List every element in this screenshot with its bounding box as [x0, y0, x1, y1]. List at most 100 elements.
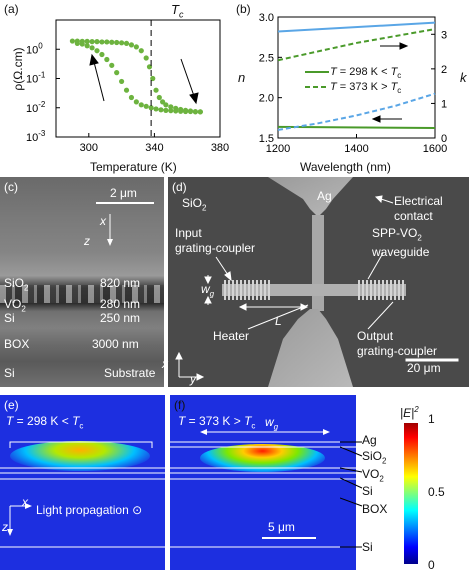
panel-b-ytick-left-label: 2.5: [259, 52, 274, 64]
panel-a-ytick-label: 10-2: [26, 100, 46, 115]
panel-d-length-label: L: [275, 314, 282, 328]
panel-f-layer-sio2: SiO2: [362, 449, 387, 466]
panel-f-layer-box: BOX: [362, 502, 388, 516]
panel-c-thickness-4: 3000 nm: [92, 337, 139, 351]
panel-a-data-point: [99, 39, 105, 45]
panel-b-ylabel-right: k: [460, 70, 467, 85]
panel-d-waveguide-label: SPP-VO2 waveguide: [372, 226, 430, 260]
panel-d-grating-tooth: [382, 280, 384, 300]
panel-b-ylabel-left: n: [238, 70, 246, 85]
panel-d-grating-tooth: [268, 280, 270, 300]
panel-d-grating-tooth: [370, 280, 372, 300]
panel-a-data-point: [143, 55, 149, 61]
panel-d-grating-tooth: [244, 280, 246, 300]
panel-b-series-line: [277, 21, 436, 33]
panel-b-series-line: [277, 28, 436, 62]
panel-a-data-point: [168, 104, 174, 110]
panel-f-title: T = 373 K > Tc: [178, 414, 256, 431]
panel-e-axis-x: x: [22, 495, 28, 509]
panel-b-ytick-right-label: 1: [441, 98, 447, 110]
panel-d-sem-image: [168, 177, 469, 387]
panel-a-data-point: [104, 56, 110, 63]
panel-c-letter: (c): [4, 180, 18, 194]
panel-a-ytick-label: 100: [26, 41, 43, 56]
panel-a-data-point: [138, 48, 144, 54]
panel-a-xtick-label: 380: [211, 142, 229, 154]
panel-d-grating-tooth: [240, 280, 242, 300]
panel-a-data-point: [104, 39, 110, 45]
panel-d-grating-tooth: [390, 280, 392, 300]
panel-d-grating-tooth: [366, 280, 368, 300]
panel-f-layer-si: Si: [362, 484, 373, 498]
panel-d-axis-x: x: [162, 357, 168, 371]
panel-a-data-point: [119, 78, 125, 85]
panel-a-data-point: [79, 41, 85, 47]
panel-a-data-point: [89, 45, 95, 51]
panel-e-propagation: Light propagation ⊙: [36, 503, 143, 517]
panel-c-thickness-5: Substrate: [104, 366, 156, 380]
panel-a-data-point: [119, 40, 125, 46]
panel-f-field-map: [170, 395, 356, 570]
panel-a-data-point: [148, 105, 154, 111]
panel-f-wg-label: wg: [265, 415, 279, 432]
panel-d-grating-tooth: [236, 280, 238, 300]
panel-e-letter: (e): [4, 398, 19, 412]
panel-f-letter: (f): [174, 398, 186, 412]
panel-a-data-point: [128, 42, 135, 48]
panel-f-layer-ag: Ag: [362, 433, 377, 447]
panel-d-output-coupler: Output grating-coupler: [357, 329, 438, 358]
panel-d-grating-tooth: [260, 280, 262, 300]
panel-c-axis-x: x: [100, 214, 106, 228]
panel-d-wg-label: wg: [201, 282, 215, 299]
panel-a-data-point: [187, 108, 194, 115]
panel-b-ytick-left-label: 1.5: [259, 133, 274, 145]
panel-a-data-point: [69, 38, 75, 44]
panel-d-scale-label: 20 μm: [407, 361, 441, 375]
panel-a-xlabel: Temperature (K): [90, 160, 177, 174]
panel-a-ytick-label: 10-3: [26, 129, 46, 144]
panel-a-data-point: [133, 99, 139, 105]
panel-b-ytick-left-label: 3.0: [259, 12, 274, 24]
panel-d-grating-tooth: [256, 280, 258, 300]
panel-a-data-point: [153, 87, 159, 93]
colorbar-label: |E|2: [400, 405, 419, 420]
panel-c-thickness-3: 250 nm: [100, 311, 141, 325]
panel-d-axis-y: y: [190, 372, 196, 386]
panel-a-data-point: [178, 108, 184, 114]
panel-a-data-point: [168, 108, 174, 114]
panel-b-xtick-label: 1200: [266, 143, 290, 155]
panel-a-data-point: [123, 40, 130, 47]
panel-d-grating-tooth: [224, 280, 226, 300]
panel-a-data-point: [74, 40, 80, 47]
panel-d-grating-tooth: [378, 280, 380, 300]
panel-f-scale-label: 5 μm: [268, 520, 295, 534]
panel-a-data-point: [89, 39, 95, 45]
panel-a-ytick-label: 10-1: [26, 71, 46, 86]
panel-c-thickness-1: 820 nm: [100, 276, 141, 290]
panel-a-data-point: [133, 44, 139, 50]
panel-a-data-point: [158, 107, 164, 113]
panel-d-grating-tooth: [264, 280, 266, 300]
panel-a-data-point: [153, 106, 159, 112]
panel-a-data-point: [128, 94, 135, 101]
panel-d-grating-tooth: [398, 280, 400, 300]
panel-d-heater-label: Heater: [213, 329, 250, 343]
panel-a-data-point: [143, 103, 149, 109]
panel-c-layer-5: Si: [4, 366, 15, 380]
panel-a-data-point: [138, 102, 144, 108]
panel-c-sem-image: [0, 177, 164, 387]
panel-d-grating-tooth: [228, 280, 230, 300]
panel-b-ytick-left-label: 2.0: [259, 93, 274, 105]
panel-a-data-point: [182, 108, 189, 115]
panel-a-data-point: [163, 102, 169, 108]
panel-c-layer-3: Si: [4, 311, 15, 325]
panel-c-scale-bar: [96, 202, 154, 204]
colorbar-tick-0-5: 0.5: [428, 485, 445, 499]
panel-b-ytick-right-label: 2: [441, 64, 447, 76]
panel-b-series-line: [277, 92, 436, 131]
panel-d-letter: (d): [172, 180, 187, 194]
panel-c-axes: [107, 214, 113, 246]
colorbar-tick-1: 1: [428, 412, 435, 426]
panel-e-title: T = 298 K < Tc: [6, 414, 84, 431]
panel-b-xtick-label: 1600: [423, 143, 447, 155]
